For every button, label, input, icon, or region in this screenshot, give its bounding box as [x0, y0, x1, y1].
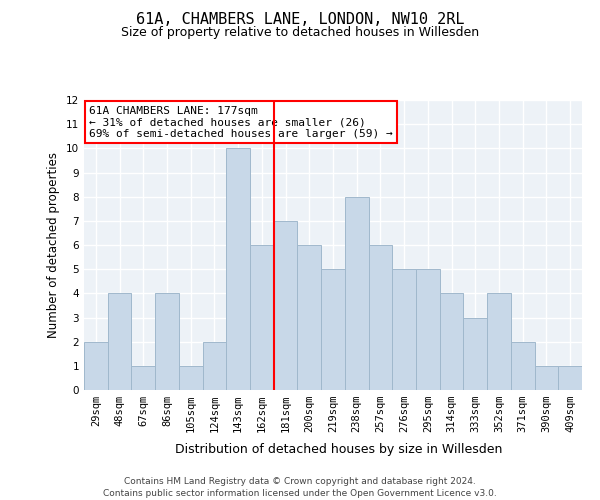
Bar	[274, 221, 298, 390]
Bar	[392, 269, 416, 390]
Text: Distribution of detached houses by size in Willesden: Distribution of detached houses by size …	[175, 442, 503, 456]
Bar	[511, 342, 535, 390]
Bar	[558, 366, 582, 390]
Bar	[416, 269, 440, 390]
Bar	[440, 294, 463, 390]
Text: 61A, CHAMBERS LANE, LONDON, NW10 2RL: 61A, CHAMBERS LANE, LONDON, NW10 2RL	[136, 12, 464, 28]
Bar	[108, 294, 131, 390]
Bar	[345, 196, 368, 390]
Bar	[179, 366, 203, 390]
Y-axis label: Number of detached properties: Number of detached properties	[47, 152, 61, 338]
Bar	[226, 148, 250, 390]
Bar	[131, 366, 155, 390]
Text: Size of property relative to detached houses in Willesden: Size of property relative to detached ho…	[121, 26, 479, 39]
Bar	[487, 294, 511, 390]
Bar	[155, 294, 179, 390]
Bar	[321, 269, 345, 390]
Text: Contains HM Land Registry data © Crown copyright and database right 2024.
Contai: Contains HM Land Registry data © Crown c…	[103, 476, 497, 498]
Text: 61A CHAMBERS LANE: 177sqm
← 31% of detached houses are smaller (26)
69% of semi-: 61A CHAMBERS LANE: 177sqm ← 31% of detac…	[89, 106, 393, 139]
Bar	[535, 366, 558, 390]
Bar	[250, 245, 274, 390]
Bar	[368, 245, 392, 390]
Bar	[298, 245, 321, 390]
Bar	[463, 318, 487, 390]
Bar	[84, 342, 108, 390]
Bar	[203, 342, 226, 390]
